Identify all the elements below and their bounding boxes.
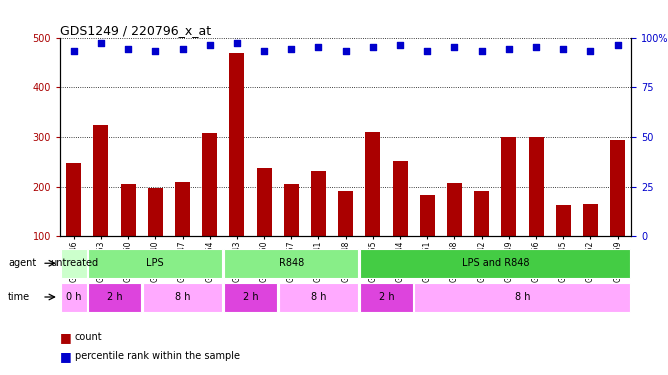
Point (395, 42, 405, 48)
Bar (202, 133, 217, 286)
Bar (583, 204, 598, 286)
Point (232, 40, 242, 46)
Point (585, 48, 596, 54)
Text: count: count (75, 333, 102, 342)
Bar (284, 184, 299, 286)
Point (150, 48, 161, 54)
Bar (447, 183, 462, 286)
Bar (66, 163, 81, 286)
Text: percentile rank within the sample: percentile rank within the sample (75, 351, 240, 361)
Text: 2 h: 2 h (379, 292, 394, 302)
Text: 0 h: 0 h (66, 292, 81, 302)
Text: 8 h: 8 h (175, 292, 190, 302)
Bar (365, 132, 380, 286)
Bar (94, 126, 108, 286)
Text: 8 h: 8 h (515, 292, 530, 302)
Bar (142, 283, 222, 312)
Text: 2 h: 2 h (107, 292, 122, 302)
Bar (229, 53, 244, 286)
Bar (148, 188, 163, 286)
Bar (420, 195, 435, 286)
Point (68, 48, 79, 54)
Bar (257, 168, 272, 286)
Bar (360, 283, 413, 312)
Text: LPS and R848: LPS and R848 (462, 258, 529, 268)
Point (96, 40, 106, 46)
Point (422, 48, 433, 54)
Point (504, 46, 514, 53)
Bar (474, 190, 489, 286)
Bar (224, 283, 277, 312)
Point (313, 45, 324, 51)
Point (449, 45, 460, 51)
Text: R848: R848 (279, 258, 304, 268)
Point (123, 46, 134, 53)
Text: 8 h: 8 h (311, 292, 326, 302)
Text: 2 h: 2 h (242, 292, 259, 302)
Bar (88, 249, 222, 278)
Point (367, 45, 378, 51)
Bar (175, 182, 190, 286)
Point (259, 48, 269, 54)
Bar (61, 249, 86, 278)
Bar (610, 140, 625, 286)
Bar (279, 283, 359, 312)
Point (340, 48, 351, 54)
Bar (88, 283, 141, 312)
Point (558, 46, 568, 53)
Text: agent: agent (8, 258, 36, 268)
Bar (224, 249, 359, 278)
Text: GDS1249 / 220796_x_at: GDS1249 / 220796_x_at (60, 24, 211, 38)
Bar (528, 137, 544, 286)
Point (530, 45, 541, 51)
Bar (121, 184, 136, 286)
Point (204, 42, 215, 48)
Text: ■: ■ (60, 350, 72, 363)
Bar (502, 137, 516, 286)
Text: ■: ■ (60, 331, 72, 344)
Point (613, 42, 623, 48)
Bar (61, 283, 86, 312)
Text: untreated: untreated (49, 258, 98, 268)
Point (476, 48, 487, 54)
Point (286, 46, 297, 53)
Bar (360, 249, 631, 278)
Text: time: time (8, 292, 30, 302)
Text: LPS: LPS (146, 258, 164, 268)
Bar (556, 205, 570, 286)
Point (177, 46, 188, 53)
Bar (311, 171, 326, 286)
Bar (338, 191, 353, 286)
Bar (415, 283, 631, 312)
Bar (393, 161, 407, 286)
